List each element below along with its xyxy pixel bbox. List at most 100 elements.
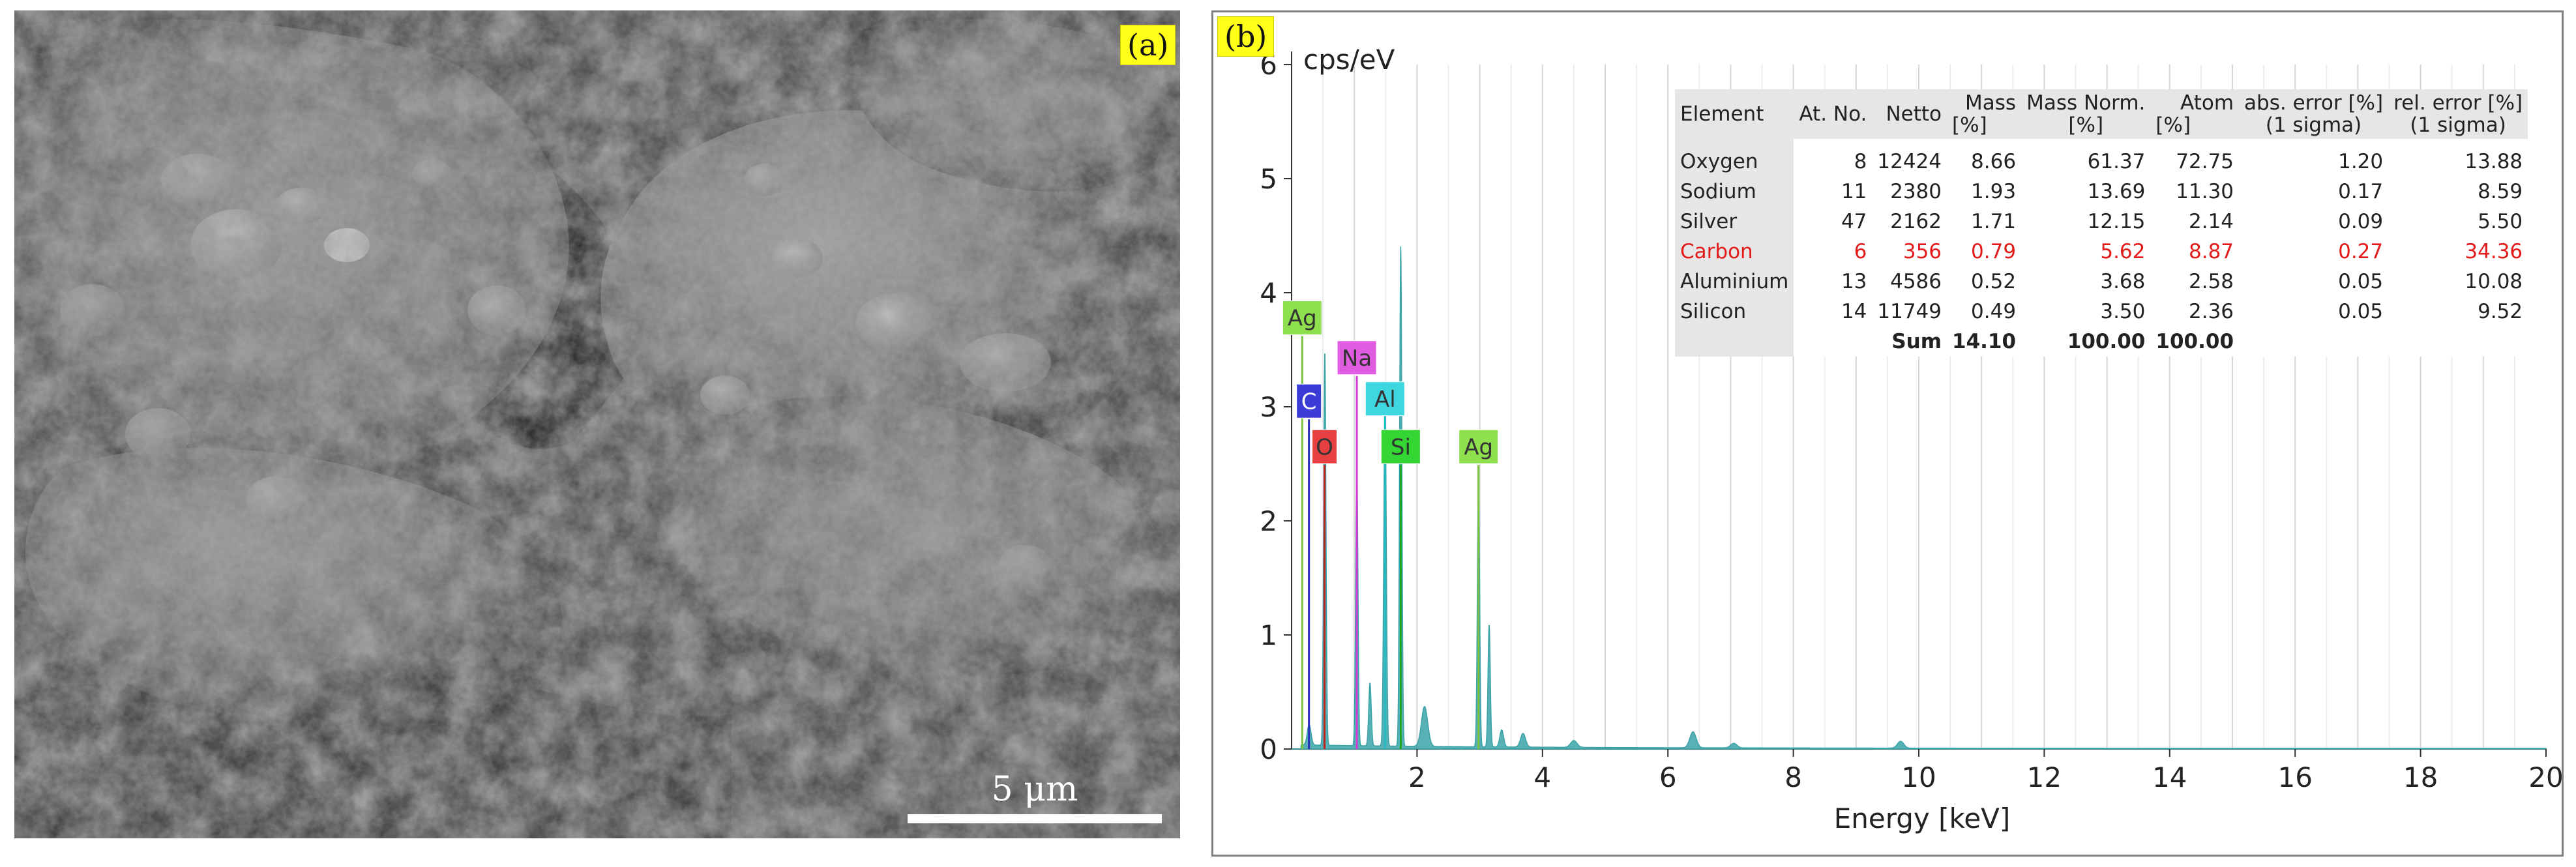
cell-blank bbox=[1675, 327, 1794, 357]
header-mass: Mass [%] bbox=[1947, 89, 2022, 139]
cell-netto: 2380 bbox=[1890, 180, 1942, 203]
element-marker-box bbox=[1380, 429, 1421, 464]
cell-sum-label: Sum bbox=[1891, 330, 1942, 353]
cell-mass-norm: 3.68 bbox=[2100, 270, 2146, 293]
cell-rel-error: 9.52 bbox=[2478, 300, 2523, 323]
cell-at-no: 11 bbox=[1841, 180, 1867, 203]
x-tick-label: 20 bbox=[2528, 761, 2563, 793]
panel-b-label: (b) bbox=[1217, 16, 1275, 57]
cell-blank bbox=[1794, 327, 1872, 357]
element-markers: Ag Na C Al O Si Ag bbox=[1282, 301, 1499, 749]
cell-blank bbox=[2239, 327, 2388, 357]
cell-sum-mass: 14.10 bbox=[1952, 330, 2017, 353]
scale-bar: 5 μm bbox=[908, 770, 1180, 829]
x-axis-label: Energy [keV] bbox=[1833, 802, 2011, 834]
x-tick-label: 4 bbox=[1533, 761, 1551, 793]
scale-bar-line bbox=[908, 814, 1162, 823]
cell-mass: 0.79 bbox=[1971, 240, 2017, 263]
cell-abs-error: 0.09 bbox=[2338, 210, 2384, 233]
element-marker-box bbox=[1458, 429, 1499, 464]
sem-micrograph bbox=[14, 10, 1180, 838]
cell-abs-error: 0.27 bbox=[2338, 240, 2384, 263]
cell-rel-error: 13.88 bbox=[2465, 150, 2523, 173]
cell-element: Aluminium bbox=[1675, 267, 1794, 297]
eds-spectrum-panel: Ag Na C Al O Si Ag 0 1 2 3 4 5 6 2 4 6 8 10 12 14 16 18 20 (b)… bbox=[1211, 10, 2564, 857]
cell-atom: 2.14 bbox=[2189, 210, 2234, 233]
x-tick-label: 10 bbox=[1901, 761, 1936, 793]
cell-element: Silicon bbox=[1675, 297, 1794, 327]
x-tick-label: 2 bbox=[1408, 761, 1426, 793]
y-tick-label: 2 bbox=[1260, 505, 1277, 537]
header-netto: Netto bbox=[1872, 89, 1947, 139]
cell-at-no: 6 bbox=[1854, 240, 1867, 263]
table-row: Aluminium 13 4586 0.52 3.68 2.58 0.05 10… bbox=[1675, 267, 2528, 297]
spectrum bbox=[1292, 246, 2547, 750]
panel-a-label: (a) bbox=[1120, 25, 1176, 65]
element-marker-box bbox=[1365, 381, 1405, 417]
cell-at-no: 47 bbox=[1841, 210, 1867, 233]
cell-mass: 1.93 bbox=[1971, 180, 2017, 203]
table-row: Oxygen 8 12424 8.66 61.37 72.75 1.20 13.… bbox=[1675, 139, 2528, 177]
header-at-no: At. No. bbox=[1794, 89, 1873, 139]
cell-blank bbox=[2388, 327, 2528, 357]
table-row: Silicon 14 11749 0.49 3.50 2.36 0.05 9.5… bbox=[1675, 297, 2528, 327]
table-sum-row: Sum 14.10 100.00 100.00 bbox=[1675, 327, 2528, 357]
y-tick-label: 0 bbox=[1260, 733, 1277, 765]
table-row: Sodium 11 2380 1.93 13.69 11.30 0.17 8.5… bbox=[1675, 177, 2528, 207]
cell-sum-mass-norm: 100.00 bbox=[2067, 330, 2146, 353]
cell-netto: 356 bbox=[1902, 240, 1942, 263]
x-tick-label: 8 bbox=[1784, 761, 1802, 793]
table-row: Silver 47 2162 1.71 12.15 2.14 0.09 5.50 bbox=[1675, 207, 2528, 237]
cell-mass: 0.49 bbox=[1971, 300, 2017, 323]
cell-atom: 2.58 bbox=[2189, 270, 2234, 293]
y-tick-label: 5 bbox=[1260, 163, 1277, 195]
cell-mass-norm: 3.50 bbox=[2100, 300, 2146, 323]
cell-mass-norm: 61.37 bbox=[2087, 150, 2146, 173]
y-tick-label: 1 bbox=[1260, 619, 1277, 651]
element-marker-box bbox=[1296, 383, 1322, 419]
cell-element: Sodium bbox=[1675, 177, 1794, 207]
cell-mass: 8.66 bbox=[1971, 150, 2017, 173]
element-marker-label: Ag bbox=[1288, 306, 1317, 332]
scale-bar-label: 5 μm bbox=[991, 770, 1078, 809]
y-tick-label: 4 bbox=[1260, 277, 1277, 309]
spectrum-area bbox=[1292, 246, 2547, 750]
cell-netto: 4586 bbox=[1890, 270, 1942, 293]
cell-rel-error: 34.36 bbox=[2465, 240, 2523, 263]
element-marker-label: Ag bbox=[1464, 434, 1493, 460]
cell-mass: 0.52 bbox=[1971, 270, 2017, 293]
cell-at-no: 8 bbox=[1854, 150, 1867, 173]
header-abs-error: abs. error [%] (1 sigma) bbox=[2239, 89, 2389, 139]
cell-abs-error: 0.17 bbox=[2338, 180, 2384, 203]
cell-atom: 11.30 bbox=[2176, 180, 2234, 203]
cell-abs-error: 0.05 bbox=[2338, 270, 2384, 293]
element-marker-label: Al bbox=[1374, 387, 1396, 413]
cell-mass-norm: 13.69 bbox=[2087, 180, 2146, 203]
cell-mass: 1.71 bbox=[1971, 210, 2017, 233]
x-tick-label: 6 bbox=[1659, 761, 1677, 793]
cell-at-no: 13 bbox=[1841, 270, 1867, 293]
cell-element: Carbon bbox=[1675, 237, 1794, 267]
element-marker-label: Na bbox=[1342, 345, 1372, 372]
x-tick-label: 16 bbox=[2277, 761, 2312, 793]
cell-netto: 11749 bbox=[1877, 300, 1942, 323]
cell-atom: 72.75 bbox=[2176, 150, 2234, 173]
y-tick-label: 3 bbox=[1260, 391, 1277, 423]
cell-abs-error: 0.05 bbox=[2338, 300, 2384, 323]
y-axis-label: cps/eV bbox=[1303, 44, 1395, 76]
cell-rel-error: 8.59 bbox=[2478, 180, 2523, 203]
header-mass-norm: Mass Norm. [%] bbox=[2021, 89, 2151, 139]
cell-atom: 8.87 bbox=[2189, 240, 2234, 263]
x-tick-label: 18 bbox=[2403, 761, 2438, 793]
element-marker-label: Si bbox=[1391, 434, 1411, 460]
cell-mass-norm: 5.62 bbox=[2100, 240, 2146, 263]
cell-rel-error: 5.50 bbox=[2478, 210, 2523, 233]
cell-atom: 2.36 bbox=[2189, 300, 2234, 323]
header-rel-error: rel. error [%] (1 sigma) bbox=[2388, 89, 2528, 139]
element-marker-label: O bbox=[1316, 434, 1333, 460]
table-header-row: Element At. No. Netto Mass [%] Mass Norm.… bbox=[1675, 89, 2528, 139]
table-row-highlighted: Carbon 6 356 0.79 5.62 8.87 0.27 34.36 bbox=[1675, 237, 2528, 267]
element-marker-box bbox=[1312, 429, 1338, 464]
header-element: Element bbox=[1675, 89, 1794, 139]
quantification-table: Element At. No. Netto Mass [%] Mass Norm.… bbox=[1675, 89, 2528, 357]
